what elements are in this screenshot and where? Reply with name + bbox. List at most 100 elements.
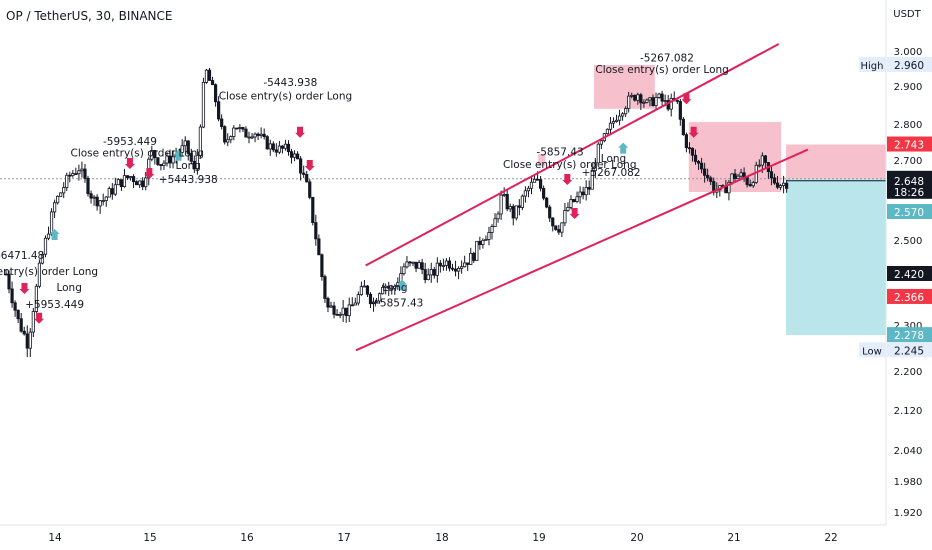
x-tick-label: 21 bbox=[727, 532, 740, 544]
candle-body bbox=[168, 155, 172, 164]
candle-body bbox=[617, 115, 622, 121]
candle-body bbox=[98, 200, 102, 207]
candle-body bbox=[347, 304, 351, 317]
exit-arrow-icon bbox=[144, 168, 155, 179]
candle-body bbox=[611, 121, 616, 124]
candle-body bbox=[335, 313, 339, 316]
candle-body bbox=[675, 99, 679, 102]
x-tick-label: 19 bbox=[532, 532, 545, 544]
candle-body bbox=[560, 222, 564, 233]
candle-body bbox=[532, 178, 537, 183]
candle-body bbox=[40, 253, 45, 264]
candle-body bbox=[104, 196, 108, 201]
candle-body bbox=[393, 285, 397, 289]
candle-body bbox=[624, 108, 628, 115]
candle-body bbox=[323, 276, 327, 299]
candle-body bbox=[183, 140, 187, 147]
candle-body bbox=[608, 122, 613, 130]
exit-arrow-icon bbox=[569, 208, 580, 219]
candle-body bbox=[213, 84, 218, 103]
candle-body bbox=[456, 267, 461, 272]
trade-annotation: Long bbox=[56, 282, 81, 294]
candle-body bbox=[572, 199, 576, 203]
candle-body bbox=[83, 168, 87, 179]
candle-body bbox=[144, 177, 148, 188]
candle-body bbox=[289, 151, 294, 158]
y-tick-label: 2.120 bbox=[894, 406, 923, 417]
candle-body bbox=[37, 262, 42, 287]
candle-body bbox=[545, 197, 549, 208]
trade-annotation: -5267.082 bbox=[640, 53, 694, 65]
trade-annotation: +5953.449 bbox=[25, 299, 84, 311]
exit-arrow-icon bbox=[19, 283, 30, 294]
candle-body bbox=[317, 238, 321, 256]
candle-body bbox=[378, 293, 382, 302]
candle-body bbox=[390, 287, 394, 290]
candle-body bbox=[119, 179, 124, 188]
y-tick-label: 2.900 bbox=[894, 82, 923, 93]
candle-body bbox=[359, 286, 363, 296]
x-tick-label: 14 bbox=[48, 532, 62, 544]
candle-body bbox=[314, 222, 318, 240]
candle-body bbox=[542, 187, 546, 199]
candle-body bbox=[769, 171, 774, 179]
trade-annotation: -5857.43 bbox=[536, 146, 583, 158]
candle-body bbox=[645, 99, 649, 103]
candle-body bbox=[432, 269, 436, 276]
price-label: 2.743 bbox=[894, 140, 924, 152]
entry-arrow-icon bbox=[173, 149, 184, 161]
candle-body bbox=[444, 260, 449, 266]
candle-body bbox=[350, 304, 354, 307]
candle-body bbox=[526, 187, 531, 192]
candle-body bbox=[599, 140, 603, 145]
candle-body bbox=[590, 170, 594, 190]
candle-body bbox=[405, 261, 409, 268]
candle-body bbox=[472, 252, 476, 261]
candle-body bbox=[186, 140, 190, 154]
candle-body bbox=[775, 182, 780, 188]
candle-body bbox=[201, 81, 206, 128]
candle-body bbox=[605, 128, 610, 135]
candle-body bbox=[86, 177, 90, 195]
position-box-stop-0 bbox=[594, 65, 655, 109]
candle-body bbox=[101, 200, 105, 202]
candle-body bbox=[113, 184, 117, 195]
candle-body bbox=[693, 154, 698, 162]
candle-body bbox=[344, 307, 348, 317]
candle-body bbox=[648, 97, 652, 101]
candle-body bbox=[463, 262, 467, 268]
candle-body bbox=[703, 168, 707, 176]
candle-body bbox=[763, 155, 767, 163]
candle-body bbox=[311, 196, 315, 223]
candle-body bbox=[77, 170, 81, 175]
candle-body bbox=[62, 187, 66, 194]
candle-body bbox=[74, 173, 78, 175]
candle-body bbox=[138, 180, 142, 186]
candle-body bbox=[110, 188, 114, 195]
candle-body bbox=[43, 237, 48, 255]
exit-arrow-icon bbox=[562, 174, 573, 185]
price-label: 2.570 bbox=[894, 207, 924, 219]
candle-body bbox=[785, 182, 789, 189]
candle-body bbox=[447, 260, 452, 269]
candle-body bbox=[466, 262, 470, 265]
candle-body bbox=[778, 185, 783, 188]
candle-body bbox=[299, 158, 303, 174]
x-tick-label: 15 bbox=[143, 532, 156, 544]
entry-arrow-icon bbox=[397, 279, 408, 291]
candle-body bbox=[782, 182, 786, 186]
candle-body bbox=[408, 261, 412, 264]
currency-label: USDT bbox=[893, 9, 921, 20]
candle-body bbox=[135, 181, 139, 186]
candle-body bbox=[198, 126, 202, 156]
candle-body bbox=[283, 143, 288, 149]
y-tick-label: 2.500 bbox=[894, 236, 923, 247]
candle-body bbox=[338, 314, 342, 316]
candle-body bbox=[68, 174, 72, 177]
candle-body bbox=[25, 333, 29, 349]
candle-body bbox=[71, 173, 75, 176]
candle-body bbox=[487, 232, 491, 240]
candle-body bbox=[165, 155, 169, 164]
candle-body bbox=[46, 233, 51, 239]
